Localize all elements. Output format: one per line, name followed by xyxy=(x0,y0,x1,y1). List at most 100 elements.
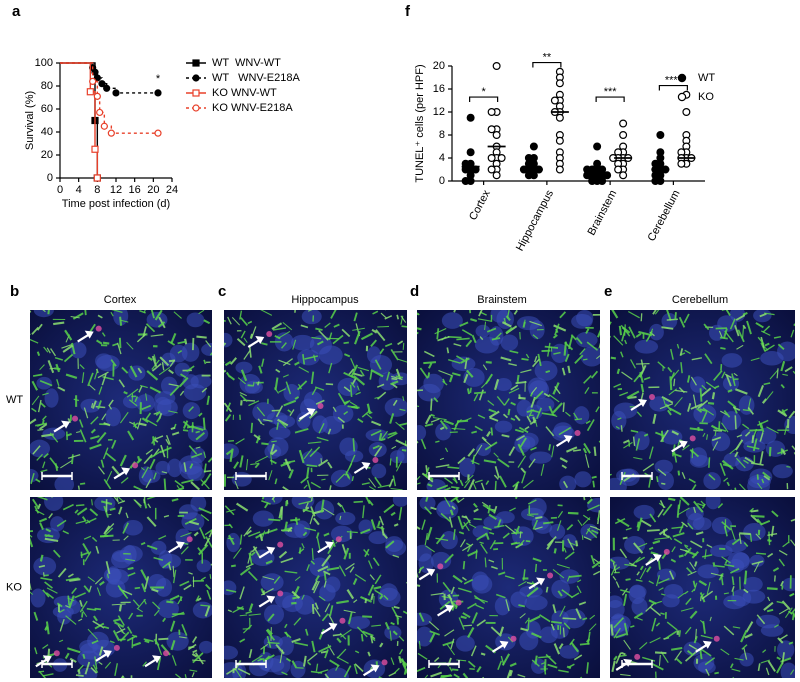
fiber xyxy=(116,628,126,634)
fiber xyxy=(676,504,680,518)
fiber xyxy=(691,357,702,361)
fiber xyxy=(767,596,771,602)
fiber xyxy=(735,457,746,469)
nucleus xyxy=(649,323,664,341)
fiber xyxy=(380,438,386,442)
fiber xyxy=(290,518,301,522)
fiber xyxy=(192,652,204,664)
row-label: KO xyxy=(6,581,22,593)
fiber xyxy=(760,659,770,664)
fiber xyxy=(678,316,686,328)
fiber xyxy=(327,461,333,469)
fiber xyxy=(584,387,590,394)
fiber xyxy=(152,436,156,446)
fiber xyxy=(44,537,59,543)
arrow-head xyxy=(328,622,338,631)
fiber xyxy=(719,336,728,340)
fiber xyxy=(552,569,565,579)
fiber xyxy=(110,359,117,367)
nucleus xyxy=(451,356,476,372)
fiber xyxy=(547,663,558,669)
fiber xyxy=(421,519,426,531)
survival-line xyxy=(60,62,158,134)
fiber xyxy=(399,422,407,427)
data-point xyxy=(555,165,564,174)
fiber xyxy=(188,571,193,575)
fiber xyxy=(430,418,440,423)
fiber xyxy=(453,673,460,678)
fiber xyxy=(70,315,80,319)
fiber xyxy=(777,409,788,417)
fiber xyxy=(698,579,708,587)
fiber xyxy=(738,533,742,545)
fiber xyxy=(348,611,353,625)
fiber xyxy=(566,575,571,582)
arrow-head xyxy=(121,467,131,476)
fiber xyxy=(528,411,533,417)
fiber xyxy=(69,578,81,582)
fiber xyxy=(476,533,487,541)
fiber xyxy=(337,416,346,424)
fiber xyxy=(485,480,490,485)
fiber xyxy=(635,332,642,338)
fiber xyxy=(72,312,84,320)
fiber xyxy=(725,374,732,387)
fiber xyxy=(381,430,388,440)
fiber xyxy=(109,507,116,512)
fiber xyxy=(678,499,681,510)
fiber xyxy=(544,345,559,349)
fiber xyxy=(723,410,731,418)
fiber xyxy=(315,575,320,582)
fiber xyxy=(303,448,313,460)
fiber xyxy=(703,323,710,331)
fiber xyxy=(570,592,580,599)
fiber xyxy=(651,617,657,632)
arrow-head xyxy=(370,664,380,673)
fiber xyxy=(777,637,784,644)
fiber xyxy=(91,536,98,543)
tunel-cell xyxy=(713,635,720,642)
fiber xyxy=(122,522,129,534)
fiber xyxy=(514,414,521,422)
fiber xyxy=(277,418,289,427)
fiber xyxy=(263,419,273,422)
fiber xyxy=(109,640,115,644)
fiber xyxy=(398,507,403,521)
fiber xyxy=(639,371,644,383)
fiber xyxy=(734,388,748,395)
tunel-cell xyxy=(72,415,79,422)
fiber xyxy=(535,516,543,520)
fiber xyxy=(283,399,297,407)
fiber xyxy=(34,647,38,655)
fiber xyxy=(488,408,497,414)
fiber xyxy=(677,507,690,516)
tunel-cell xyxy=(53,650,60,657)
fiber xyxy=(662,397,667,407)
nucleus xyxy=(321,416,343,435)
fiber xyxy=(140,467,145,471)
fiber xyxy=(418,640,421,650)
fiber xyxy=(401,325,407,328)
fiber xyxy=(448,358,461,364)
fiber xyxy=(243,399,256,402)
legend-label: KO WNV-WT xyxy=(212,87,277,99)
fiber xyxy=(763,601,774,611)
arrow-head xyxy=(306,408,316,416)
fiber xyxy=(294,361,300,366)
fiber xyxy=(417,327,422,331)
fiber xyxy=(636,571,640,576)
fiber xyxy=(61,344,73,349)
nucleus xyxy=(747,476,771,490)
fiber xyxy=(71,342,76,355)
fiber xyxy=(723,592,729,595)
fiber xyxy=(457,515,464,530)
data-point xyxy=(619,119,628,128)
fiber xyxy=(530,387,538,395)
fiber xyxy=(570,641,580,653)
fiber xyxy=(331,539,336,547)
fiber xyxy=(477,318,492,322)
fiber xyxy=(128,612,134,620)
fiber xyxy=(613,617,625,629)
fiber xyxy=(81,372,85,384)
fiber xyxy=(649,513,657,523)
